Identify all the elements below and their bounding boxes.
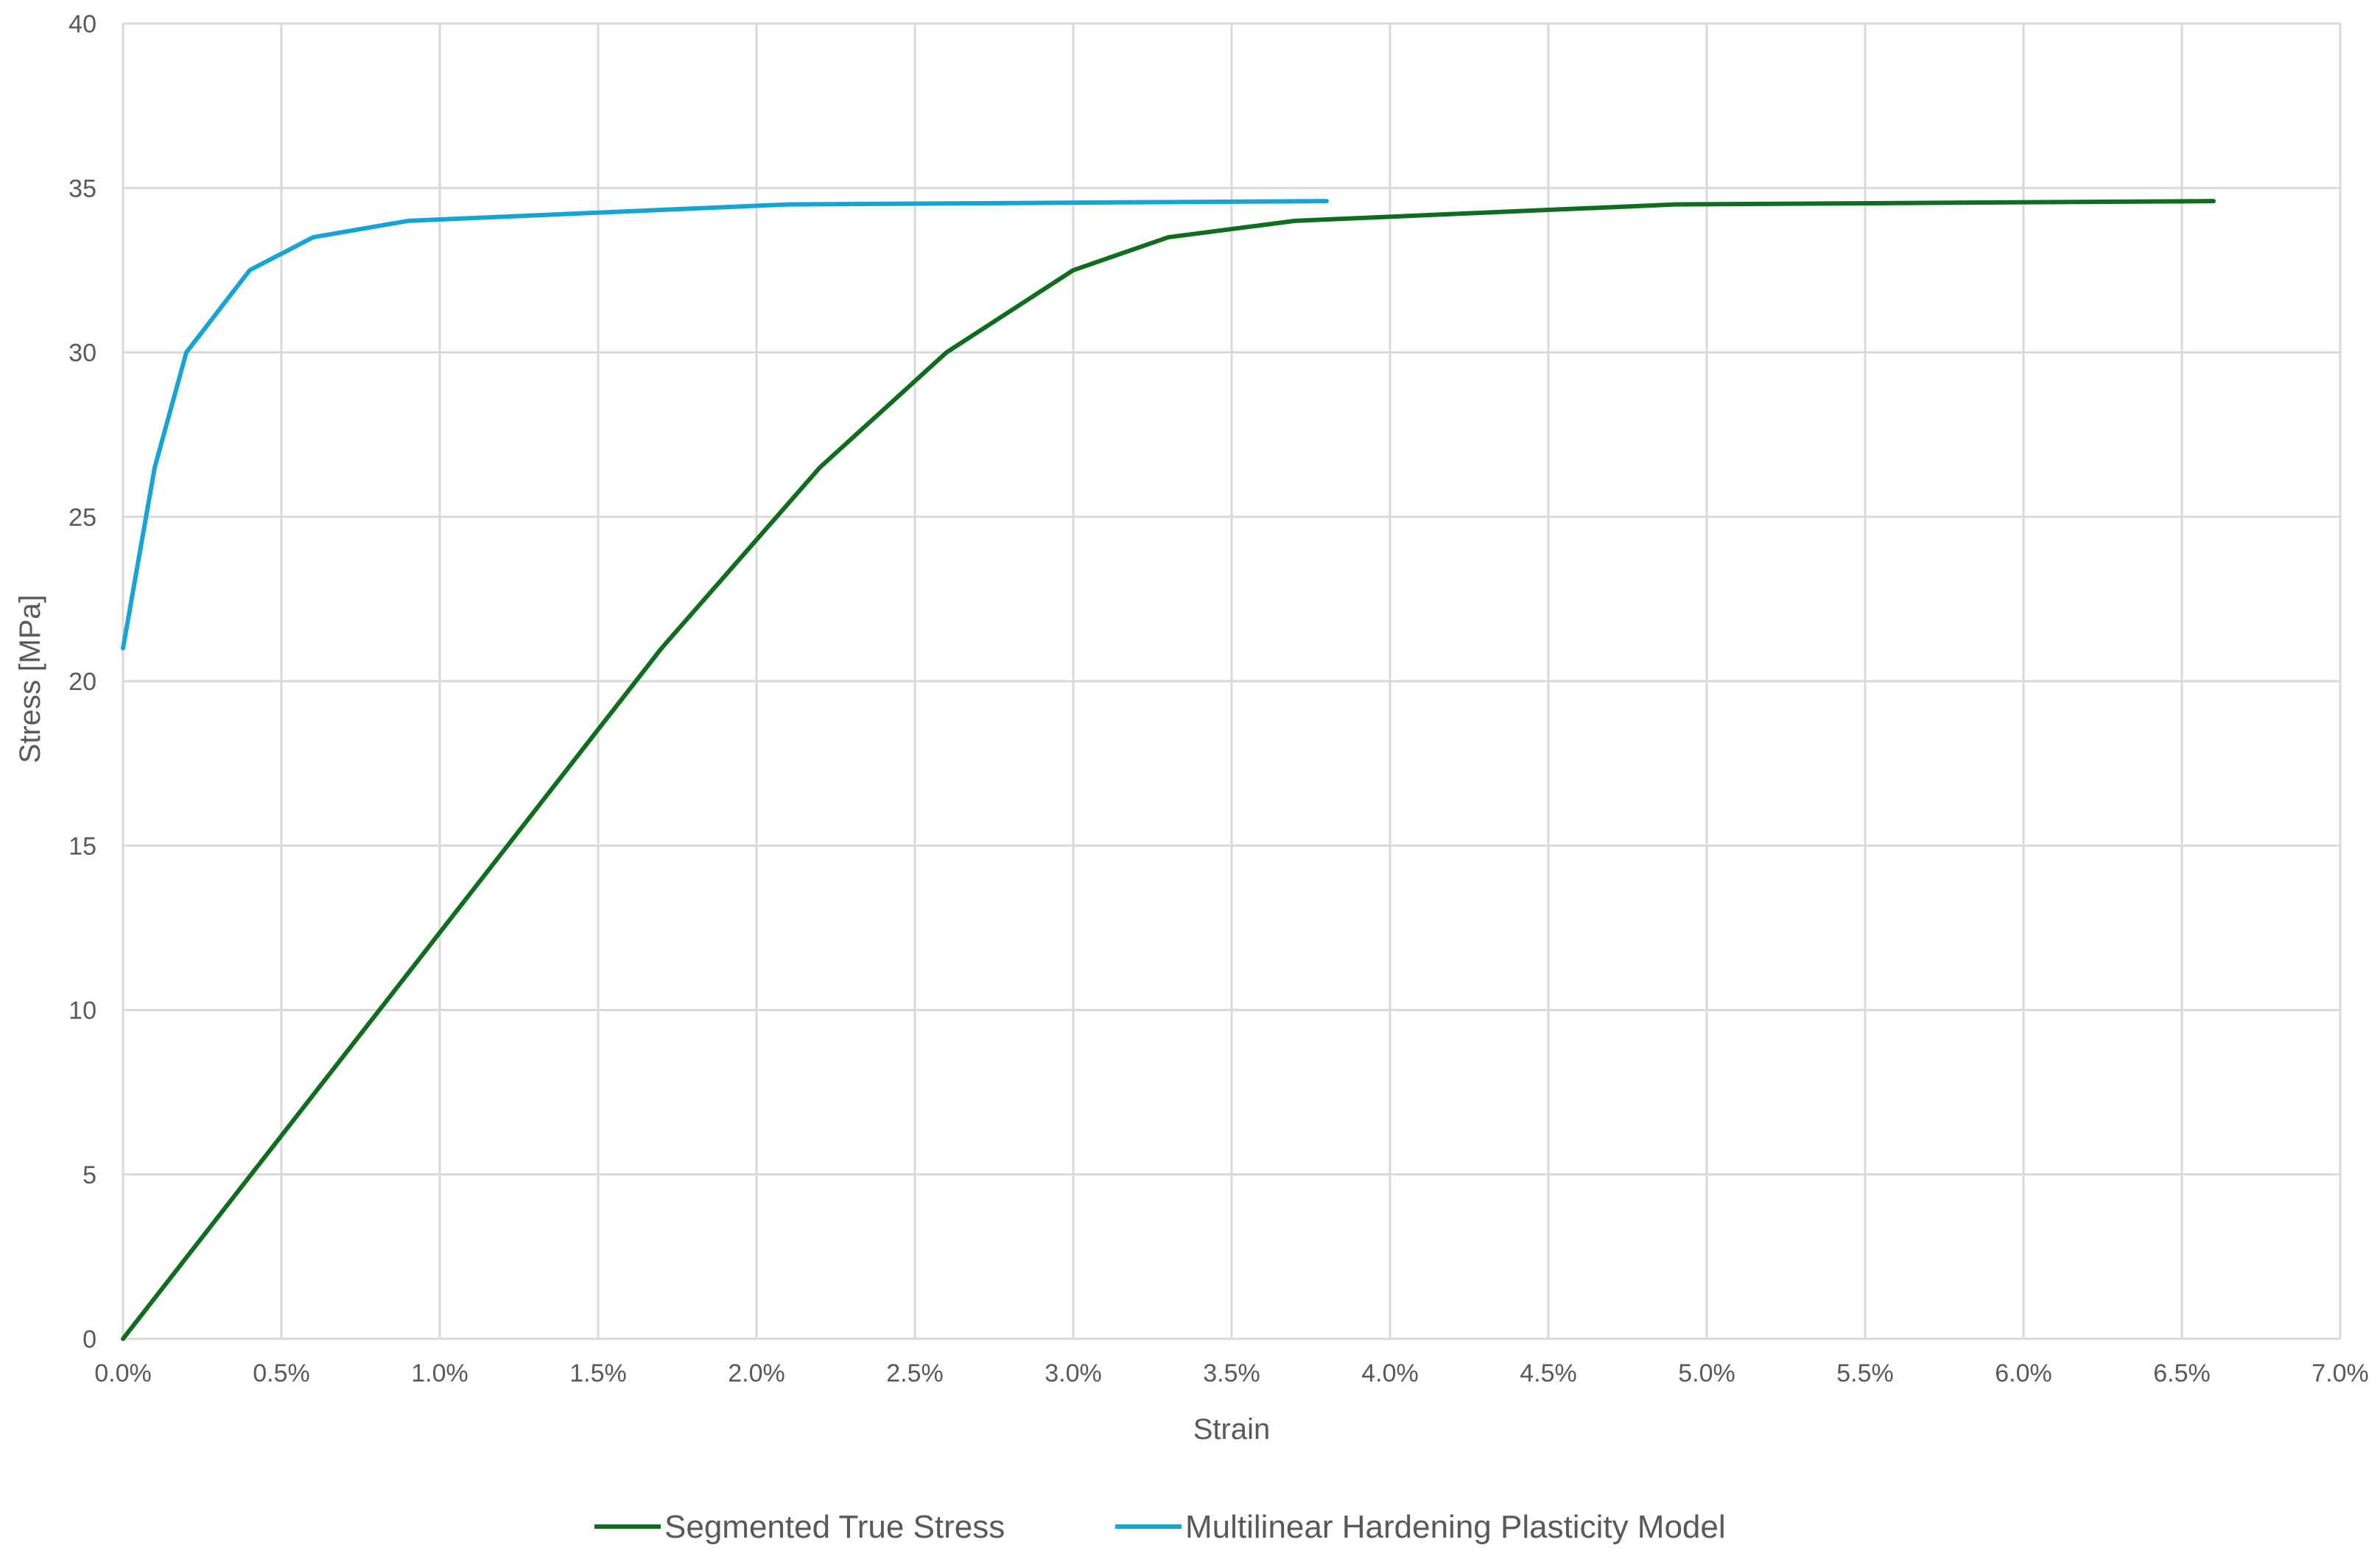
- x-tick-label: 2.0%: [728, 1359, 785, 1387]
- y-tick-label: 10: [69, 997, 96, 1025]
- x-axis-title: Strain: [1193, 1413, 1271, 1446]
- y-tick-label: 20: [69, 668, 96, 696]
- x-tick-label: 6.5%: [2153, 1359, 2211, 1387]
- y-axis-title: Stress [MPa]: [14, 595, 46, 764]
- y-tick-label: 40: [69, 10, 96, 38]
- x-tick-label: 3.5%: [1203, 1359, 1260, 1387]
- y-tick-label: 30: [69, 339, 96, 367]
- x-tick-label: 0.5%: [253, 1359, 310, 1387]
- x-tick-label: 1.5%: [569, 1359, 627, 1387]
- x-tick-label: 4.5%: [1520, 1359, 1577, 1387]
- x-tick-label: 5.0%: [1678, 1359, 1735, 1387]
- y-tick-label: 5: [83, 1161, 96, 1189]
- legend-label-multilinear-hardening: Multilinear Hardening Plasticity Model: [1185, 1509, 1726, 1545]
- legend: Segmented True Stress Multilinear Harden…: [594, 1509, 1726, 1545]
- series-line-segmented-true-stress: [121, 199, 2216, 1341]
- legend-label-segmented-true-stress: Segmented True Stress: [664, 1509, 1005, 1545]
- y-tick-label: 35: [69, 175, 96, 203]
- grid-lines: [122, 22, 2342, 1340]
- series-line-multilinear-hardening: [121, 199, 1329, 651]
- x-tick-label: 6.0%: [1995, 1359, 2052, 1387]
- y-tick-label: 15: [69, 832, 96, 860]
- x-tick-labels: 0.0% 0.5% 1.0% 1.5% 2.0% 2.5% 3.0% 3.5% 4.0% 4.5%…: [94, 1359, 2369, 1387]
- x-tick-label: 2.5%: [886, 1359, 944, 1387]
- x-tick-label: 1.0%: [411, 1359, 468, 1387]
- x-tick-label: 0.0%: [94, 1359, 152, 1387]
- series-lines: [121, 199, 2216, 1341]
- x-tick-label: 3.0%: [1045, 1359, 1102, 1387]
- x-tick-label: 4.0%: [1361, 1359, 1419, 1387]
- x-tick-label: 5.5%: [1836, 1359, 1894, 1387]
- y-tick-label: 25: [69, 504, 96, 532]
- y-tick-labels: 0 5 10 15 20 25 30 35 40: [69, 10, 96, 1354]
- x-tick-label: 7.0%: [2311, 1359, 2369, 1387]
- y-tick-label: 0: [83, 1326, 96, 1354]
